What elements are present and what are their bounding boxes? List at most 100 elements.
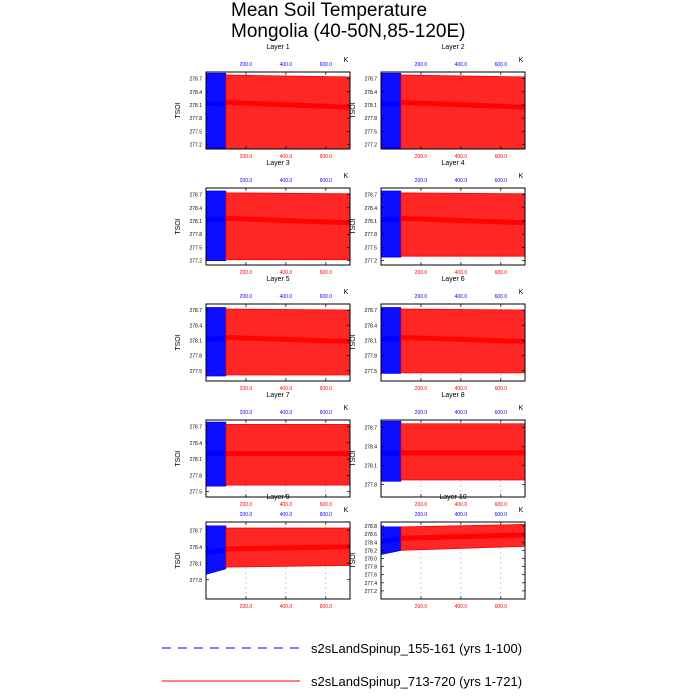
y-tick-label: 278.0 [364,556,377,562]
unit-label: K [344,507,349,514]
unit-label: K [519,173,524,180]
series-group [206,421,350,487]
bottom-tick-label: 400.0 [280,604,293,610]
plot-frame [205,521,351,600]
bottom-tick-label: 400.0 [280,154,293,160]
y-tick-label: 278.7 [364,426,377,432]
top-tick-label: 200.0 [415,62,428,68]
series-red-mean-band [400,215,525,226]
plot-frame [205,71,351,150]
top-tick-label: 400.0 [280,410,293,416]
series-red-seasonal-cycle [400,192,525,257]
series-blue [381,190,402,258]
series-red-max-line [225,192,350,195]
y-tick-label: 277.5 [364,245,377,251]
y-tick-label: 278.4 [189,90,202,96]
y-tick-label: 277.2 [364,259,377,265]
top-tick-label: 400.0 [455,178,468,184]
top-tick-label: 200.0 [240,294,253,300]
plot-frame [380,187,526,266]
unit-label: K [344,57,349,64]
y-tick-label: 277.5 [364,129,377,135]
bottom-tick-label: 600.0 [495,386,508,392]
y-tick-label: 278.1 [364,463,377,469]
y-tick-label: 278.7 [189,193,202,199]
y-tick-label: 278.1 [189,457,202,463]
bottom-tick-label: 400.0 [455,502,468,508]
bottom-tick-label: 400.0 [280,502,293,508]
series-red-seasonal-cycle [225,75,350,149]
unit-label: K [519,507,524,514]
top-tick-label: 200.0 [415,512,428,518]
y-tick-label: 277.8 [189,354,202,360]
top-tick-label: 600.0 [495,410,508,416]
y-axis-label: TSOI [175,334,182,350]
series-red [400,192,525,257]
y-tick-label: 278.4 [189,323,202,329]
top-tick-label: 600.0 [320,512,333,518]
bottom-tick-label: 200.0 [415,502,428,508]
series-red-max-line [225,308,350,311]
top-tick-label: 200.0 [240,512,253,518]
panel-title: Layer 9 [266,494,289,501]
bottom-tick-label: 600.0 [495,604,508,610]
plot-frame [205,187,351,266]
bottom-tick-label: 600.0 [320,154,333,160]
plot-frame [380,521,526,600]
y-tick-label: 278.4 [189,441,202,447]
bottom-tick-label: 200.0 [240,154,253,160]
top-tick-label: 400.0 [455,62,468,68]
y-tick-label: 277.5 [364,369,377,375]
y-tick-label: 278.1 [189,219,202,225]
y-tick-label: 277.5 [189,369,202,375]
legend-item-1: s2sLandSpinup_155-161 (yrs 1-100) [162,641,522,656]
top-tick-label: 600.0 [495,294,508,300]
plot-frame [380,419,526,498]
top-tick-label: 600.0 [495,62,508,68]
series-red [225,192,350,261]
y-axis-label: TSOI [175,102,182,118]
y-tick-label: 278.7 [364,193,377,199]
y-tick-label: 277.8 [364,116,377,122]
panel-title: Layer 3 [266,160,289,167]
y-tick-label: 277.4 [364,581,377,587]
top-tick-label: 400.0 [280,512,293,518]
y-tick-label: 277.2 [189,259,202,265]
top-tick-label: 400.0 [280,62,293,68]
y-tick-label: 277.8 [189,116,202,122]
bottom-tick-label: 200.0 [240,270,253,276]
top-tick-label: 600.0 [320,178,333,184]
top-tick-label: 200.0 [415,294,428,300]
top-tick-label: 400.0 [280,178,293,184]
y-axis-label: TSOI [350,102,357,118]
series-red-max-line [400,308,525,311]
y-tick-label: 278.4 [364,206,377,212]
series-blue-min-line [381,549,402,555]
y-tick-label: 278.1 [364,338,377,344]
series-group [381,190,525,258]
panel-layer-8: Layer 8 K TSOI 278.7 278.4 278.1 277.8 200.0 400… [350,392,526,508]
y-axis-label: TSOI [350,552,357,568]
panel-layer-2: Layer 2 K TSOI 278.7 278.4 278.1 277.8 277.5 277… [350,44,526,160]
y-tick-label: 277.2 [189,143,202,149]
series-red [225,74,350,149]
y-tick-label: 278.1 [189,103,202,109]
chart-title-line1: Mean Soil Temperature [231,0,428,21]
top-tick-label: 600.0 [320,410,333,416]
unit-label: K [519,57,524,64]
y-tick-label: 277.2 [364,589,377,595]
panel-layer-9: Layer 9 K TSOI 278.7 278.4 278.1 277.8 200.0 400… [175,494,351,610]
panel-title: Layer 6 [441,276,464,283]
y-tick-label: 277.8 [364,354,377,360]
bottom-tick-label: 200.0 [415,604,428,610]
panel-layer-7: Layer 7 K TSOI 278.7 278.4 278.1 277.8 277.5 200… [175,392,351,508]
plot-frame [205,419,351,498]
y-axis-label: TSOI [350,334,357,350]
series-blue-min-line [206,568,227,575]
series-red-mean-band [225,99,350,110]
y-axis-label: TSOI [350,450,357,466]
panel-title: Layer 5 [266,276,289,283]
series-group [206,72,350,149]
bottom-tick-label: 600.0 [320,604,333,610]
